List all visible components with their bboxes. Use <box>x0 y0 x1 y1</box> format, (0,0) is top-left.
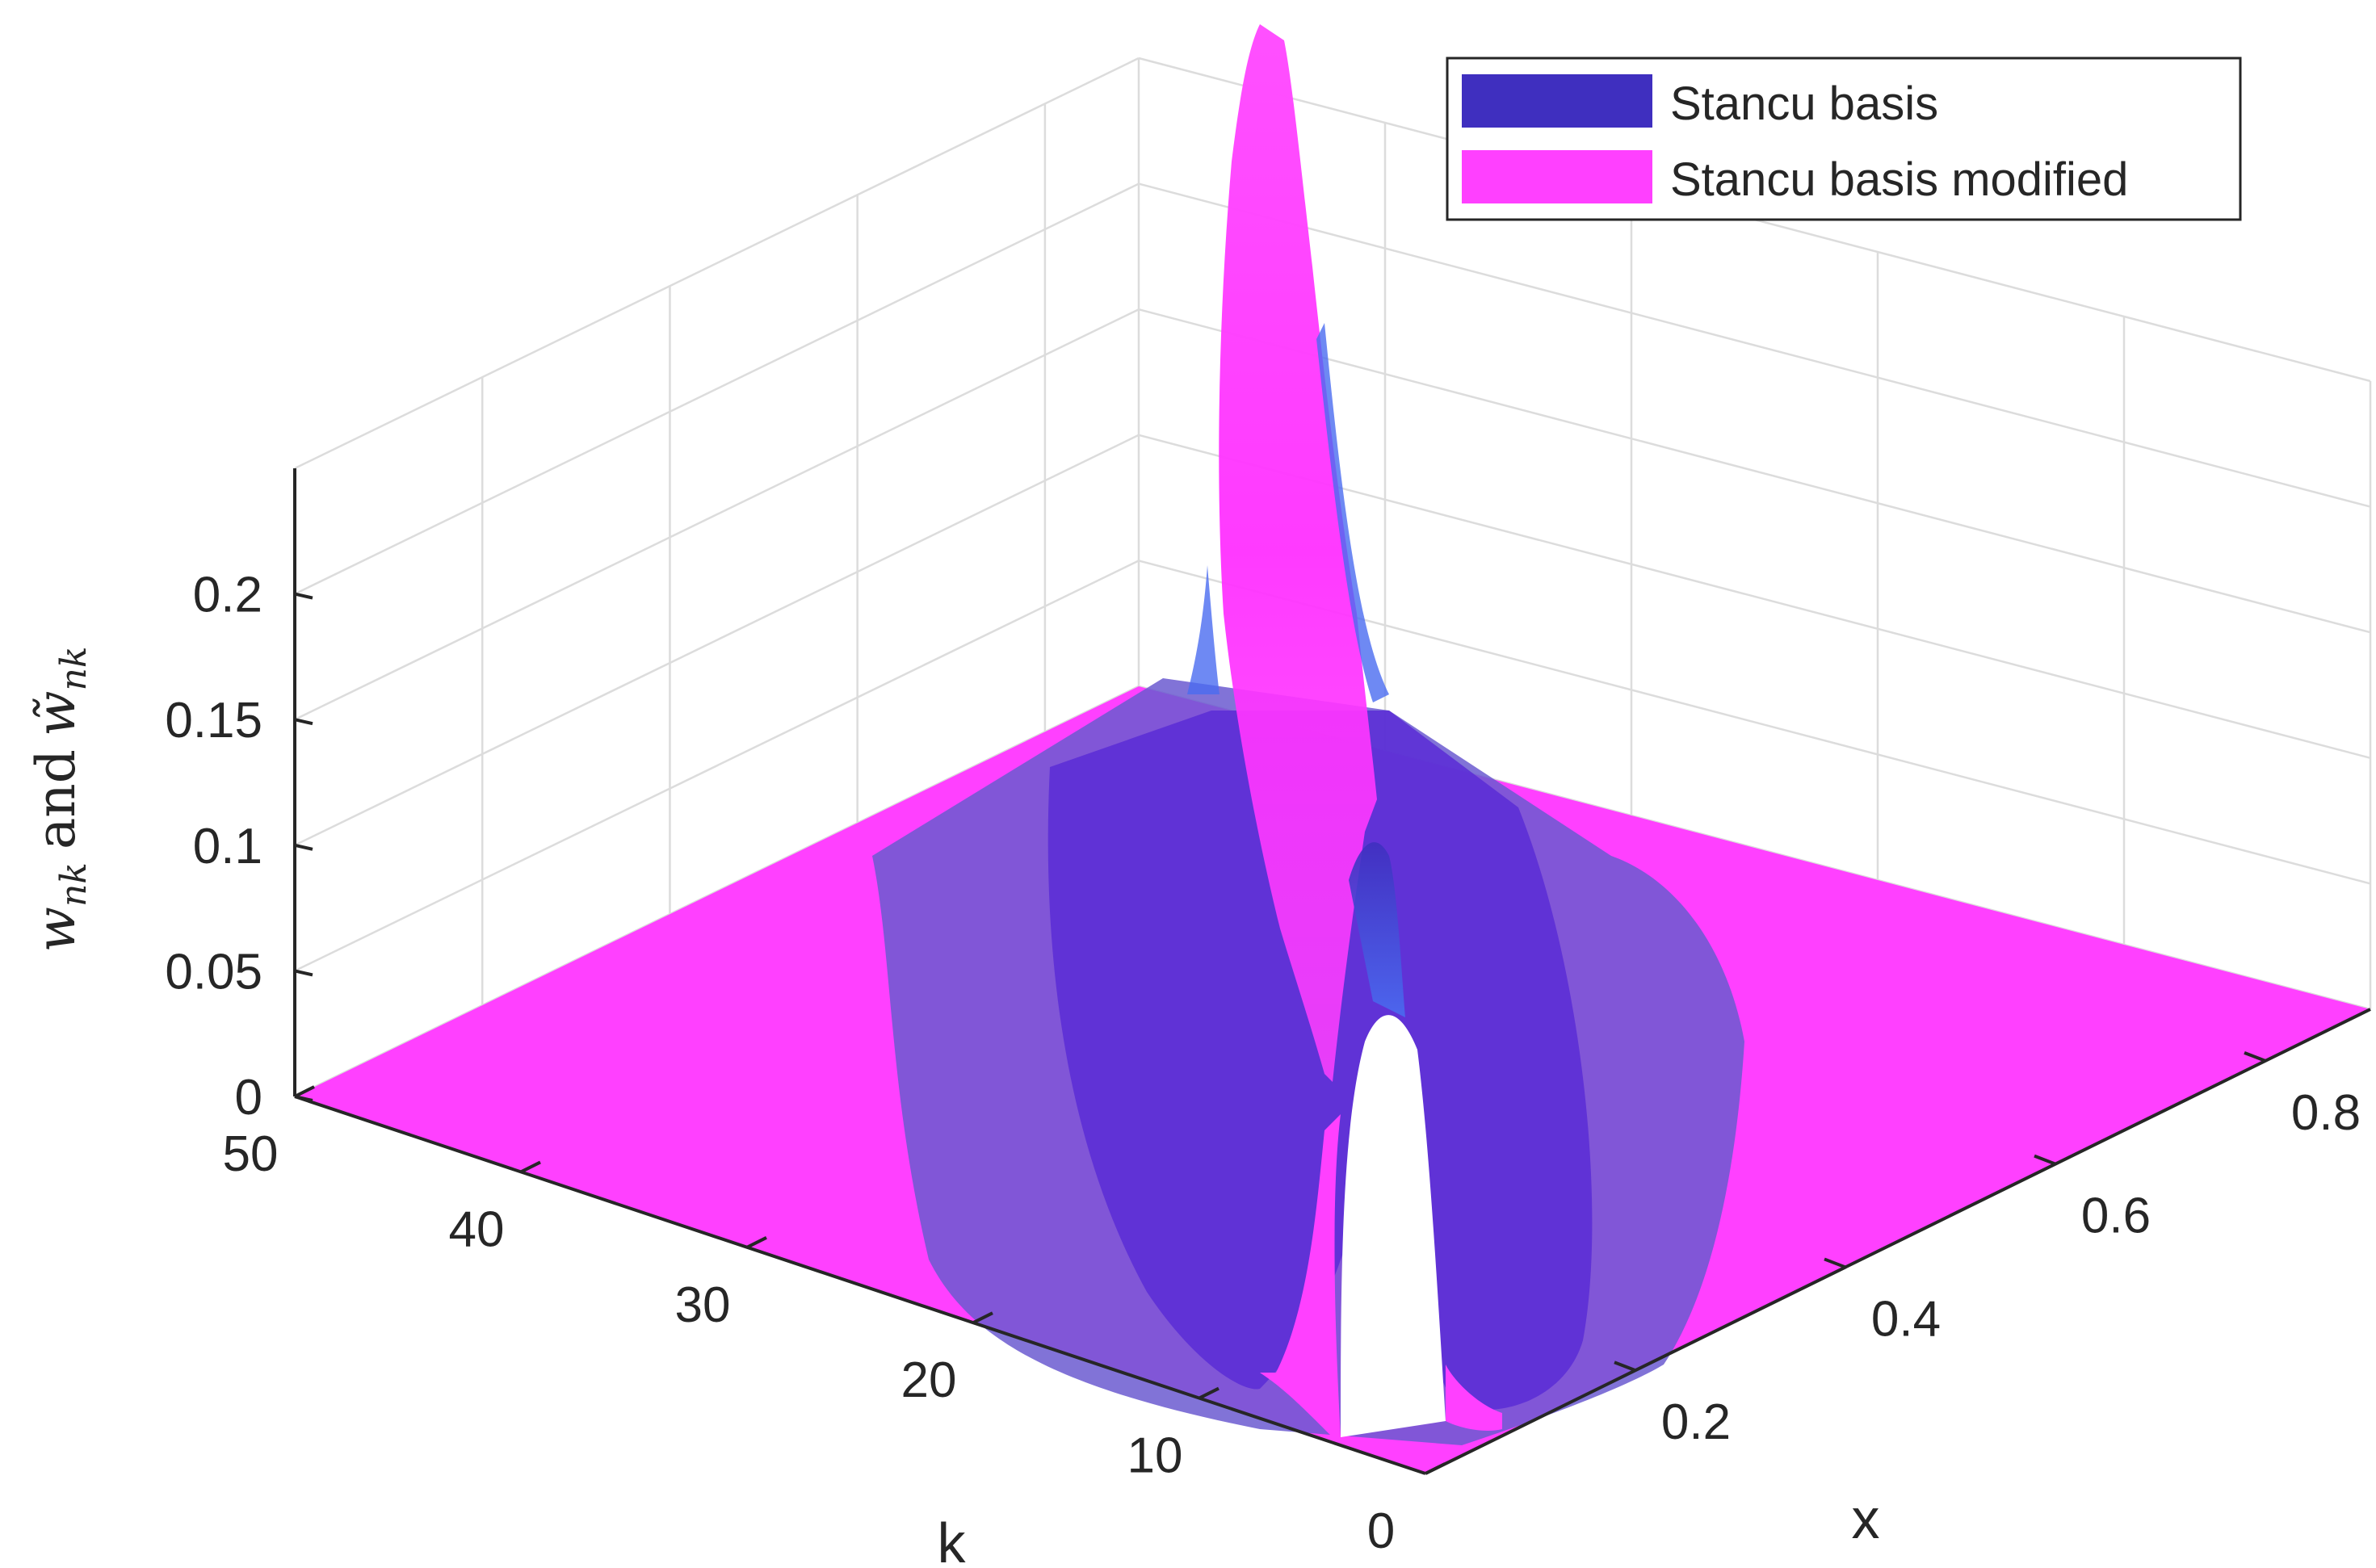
z-tick-mark <box>294 843 313 851</box>
k-tick-label: 0 <box>1367 1503 1395 1559</box>
right-band-pink-edge <box>1446 1365 1502 1431</box>
series-stancu-modified-ridge <box>1219 24 1377 1082</box>
z-label-sub1: nk <box>53 862 94 907</box>
grid-line-z-right <box>1138 434 2371 760</box>
inner-overlay-band <box>1047 711 1593 1411</box>
legend-label-stancu: Stancu basis <box>1670 78 1938 130</box>
x-axis-ticks: 0.2 0.4 0.6 0.8 <box>1614 1051 2361 1450</box>
grid-line-z-left <box>294 308 1140 721</box>
z-tick-label: 0.05 <box>165 944 262 1000</box>
z-tick-label: 0.1 <box>193 819 262 874</box>
k-tick-mark <box>972 1311 993 1324</box>
axis-lines <box>293 468 2371 1475</box>
k-tick-label: 50 <box>223 1126 279 1182</box>
x-axis-label: x <box>1852 1487 1880 1550</box>
grid-line-z-right <box>1138 308 2371 634</box>
x-tick-mark <box>1824 1257 1846 1269</box>
k-tick-label: 20 <box>901 1352 957 1408</box>
x-tick-mark <box>2034 1154 2056 1166</box>
z-tick-label: 0.2 <box>193 568 262 623</box>
x-tick-label: 0.2 <box>1661 1394 1731 1450</box>
k-tick-label: 10 <box>1127 1428 1183 1484</box>
k-axis-label: k <box>938 1511 967 1568</box>
series-stancu-ridge-edge-right <box>1316 323 1389 702</box>
z-tick-label: 0 <box>235 1070 262 1126</box>
center-gap <box>1341 1015 1446 1437</box>
grid-line-z-left <box>294 434 1140 846</box>
k-tick-label: 40 <box>449 1201 505 1257</box>
x-tick-mark <box>1614 1360 1636 1373</box>
z-tick-mark <box>294 969 313 977</box>
z-label-w1: w <box>25 907 87 953</box>
z-axis-label: wnkandw̃nk <box>25 646 94 952</box>
k-tick-label: 30 <box>675 1277 731 1333</box>
central-hump <box>1349 842 1405 1017</box>
legend-swatch-stancu <box>1462 74 1652 128</box>
k-tick-mark <box>746 1236 767 1249</box>
legend: Stancu basis Stancu basis modified <box>1446 57 2242 221</box>
k-tick-mark <box>1425 1462 1446 1475</box>
legend-label-stancu-modified: Stancu basis modified <box>1670 153 2128 206</box>
k-axis-ticks: 0 10 20 30 40 50 <box>223 1085 1446 1559</box>
z-label-w2: w̃ <box>25 690 87 736</box>
series-stancu-ridge-edge <box>1187 565 1219 694</box>
k-tick-mark <box>520 1160 541 1174</box>
x-tick-mark <box>2244 1051 2266 1063</box>
grid-line-z-right <box>1138 182 2371 508</box>
z-tick-mark <box>294 1095 313 1102</box>
z-tick-label: 0.15 <box>165 693 262 748</box>
x-tick-label: 0.8 <box>2291 1085 2361 1141</box>
z-axis-ticks: 0 0.05 0.1 0.15 0.2 <box>165 568 313 1126</box>
z-label-and: and <box>25 749 87 849</box>
grid-line-z-left <box>294 57 1140 470</box>
k-tick-mark <box>1198 1386 1219 1400</box>
grid-line-z-left <box>294 560 1140 972</box>
legend-swatch-stancu-modified <box>1462 150 1652 203</box>
left-band-pink-edge <box>1260 1114 1341 1437</box>
x-tick-label: 0.4 <box>1871 1291 1941 1347</box>
grid-line-z-left <box>294 182 1140 595</box>
z-label-sub2: nk <box>53 646 94 690</box>
z-tick-mark <box>294 718 313 726</box>
z-tick-mark <box>294 592 313 600</box>
x-tick-label: 0.6 <box>2081 1189 2151 1244</box>
k-tick-mark <box>294 1085 315 1098</box>
